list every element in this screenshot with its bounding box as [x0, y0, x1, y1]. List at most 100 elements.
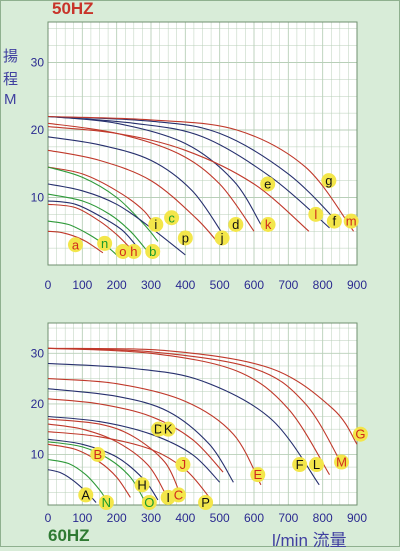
curve-L [47, 347, 330, 475]
x-tick-label: 900 [347, 278, 367, 290]
curve-label-o: o [119, 244, 126, 259]
y-tick-label: 20 [31, 397, 45, 411]
curve-label-c: c [168, 210, 175, 225]
label-badge-h [126, 244, 142, 259]
label-badge-P [198, 494, 214, 510]
curve-label-N: N [102, 495, 111, 510]
curve-k [47, 122, 255, 232]
x-tick-label: 600 [244, 278, 264, 290]
curve-label-F: F [296, 457, 304, 472]
x-axis-unit-label: l/min 流量 [272, 531, 347, 550]
curve-label-E: E [253, 467, 262, 482]
label-badge-M [334, 454, 350, 470]
curve-G [47, 347, 358, 445]
y-tick-label: 30 [31, 346, 45, 360]
curve-label-j: j [220, 231, 224, 246]
curve-label-J: J [180, 457, 187, 472]
curve-label-f: f [333, 214, 337, 229]
top-chart-title: 50HZ [52, 0, 94, 18]
curve-b [47, 193, 149, 252]
x-tick-label: 100 [72, 511, 92, 525]
curve-N [47, 458, 107, 501]
label-badge-b [145, 244, 161, 259]
curve-d [47, 136, 224, 235]
curve-label-K: K [164, 422, 173, 437]
curve-M [47, 347, 344, 468]
curve-j [47, 149, 221, 246]
curve-K [47, 388, 234, 483]
curve-label-I: I [166, 490, 170, 505]
curve-C [47, 418, 179, 491]
curve-J [47, 398, 224, 473]
x-tick-label: 700 [278, 278, 298, 290]
curve-label-L: L [313, 457, 320, 472]
label-badge-c [164, 210, 180, 226]
curve-label-H: H [137, 477, 146, 492]
y-tick-label: 30 [31, 56, 45, 70]
label-badge-p [177, 230, 193, 246]
curve-label-C: C [174, 487, 183, 502]
curve-c [47, 166, 159, 242]
curve-label-P: P [201, 495, 210, 510]
plot-border-50hz [47, 21, 358, 266]
label-badge-e [260, 176, 276, 192]
label-badge-n [97, 235, 113, 251]
label-badge-E [250, 467, 266, 483]
label-badge-O [141, 494, 157, 510]
curve-p [47, 183, 186, 256]
x-tick-label: 0 [45, 278, 52, 290]
label-badge-K [160, 421, 176, 437]
y-tick-label: 10 [31, 447, 45, 461]
curve-o [47, 203, 131, 249]
x-tick-label: 800 [313, 511, 333, 525]
x-tick-label: 200 [107, 278, 127, 290]
curve-label-i: i [154, 217, 157, 232]
curve-label-B: B [93, 447, 102, 462]
label-badge-d [228, 217, 244, 232]
curve-label-n: n [101, 236, 108, 251]
y-label-char-2: 程 [3, 71, 19, 88]
x-tick-label: 700 [278, 511, 298, 525]
curve-D [47, 415, 221, 483]
curve-label-e: e [264, 177, 271, 192]
curve-label-d: d [232, 217, 239, 232]
label-badge-B [90, 446, 106, 462]
curve-I [47, 423, 166, 493]
label-badge-m [343, 213, 359, 229]
curve-label-h: h [130, 244, 137, 259]
label-badge-f [326, 213, 342, 229]
y-tick-label: 20 [31, 123, 45, 137]
curve-label-a: a [72, 237, 80, 252]
curve-label-D: D [154, 422, 163, 437]
x-tick-label: 400 [175, 511, 195, 525]
curve-label-A: A [81, 487, 90, 502]
curve-H [47, 438, 159, 501]
label-badge-F [292, 457, 308, 473]
curve-i [47, 166, 159, 232]
y-tick-label: 10 [31, 191, 45, 205]
x-tick-label: 300 [141, 511, 161, 525]
x-tick-label: 800 [313, 278, 333, 290]
x-tick-label: 200 [107, 511, 127, 525]
curve-label-M: M [336, 455, 347, 470]
chart-60hz: 0 100 200 300 400 500 600 700 800 900 10 20 30 AN B OH I… [31, 322, 368, 525]
label-badge-k [260, 217, 276, 232]
curve-label-p: p [182, 231, 189, 246]
label-badge-a [67, 237, 83, 253]
curve-label-g: g [325, 173, 332, 188]
curve-a [47, 230, 104, 254]
curve-label-k: k [265, 217, 272, 232]
x-tick-label: 900 [347, 511, 367, 525]
label-badge-A [78, 487, 94, 503]
label-badge-L [308, 457, 324, 473]
bottom-chart-title: 60HZ [48, 526, 90, 545]
x-tick-label: 600 [244, 511, 264, 525]
curve-label-b: b [149, 244, 156, 259]
x-tick-label: 500 [210, 511, 230, 525]
curve-P [47, 431, 210, 498]
curve-label-O: O [144, 495, 154, 510]
curve-l [47, 126, 310, 232]
label-badge-o [115, 244, 131, 259]
curve-f [47, 115, 330, 229]
curve-B [47, 443, 131, 498]
